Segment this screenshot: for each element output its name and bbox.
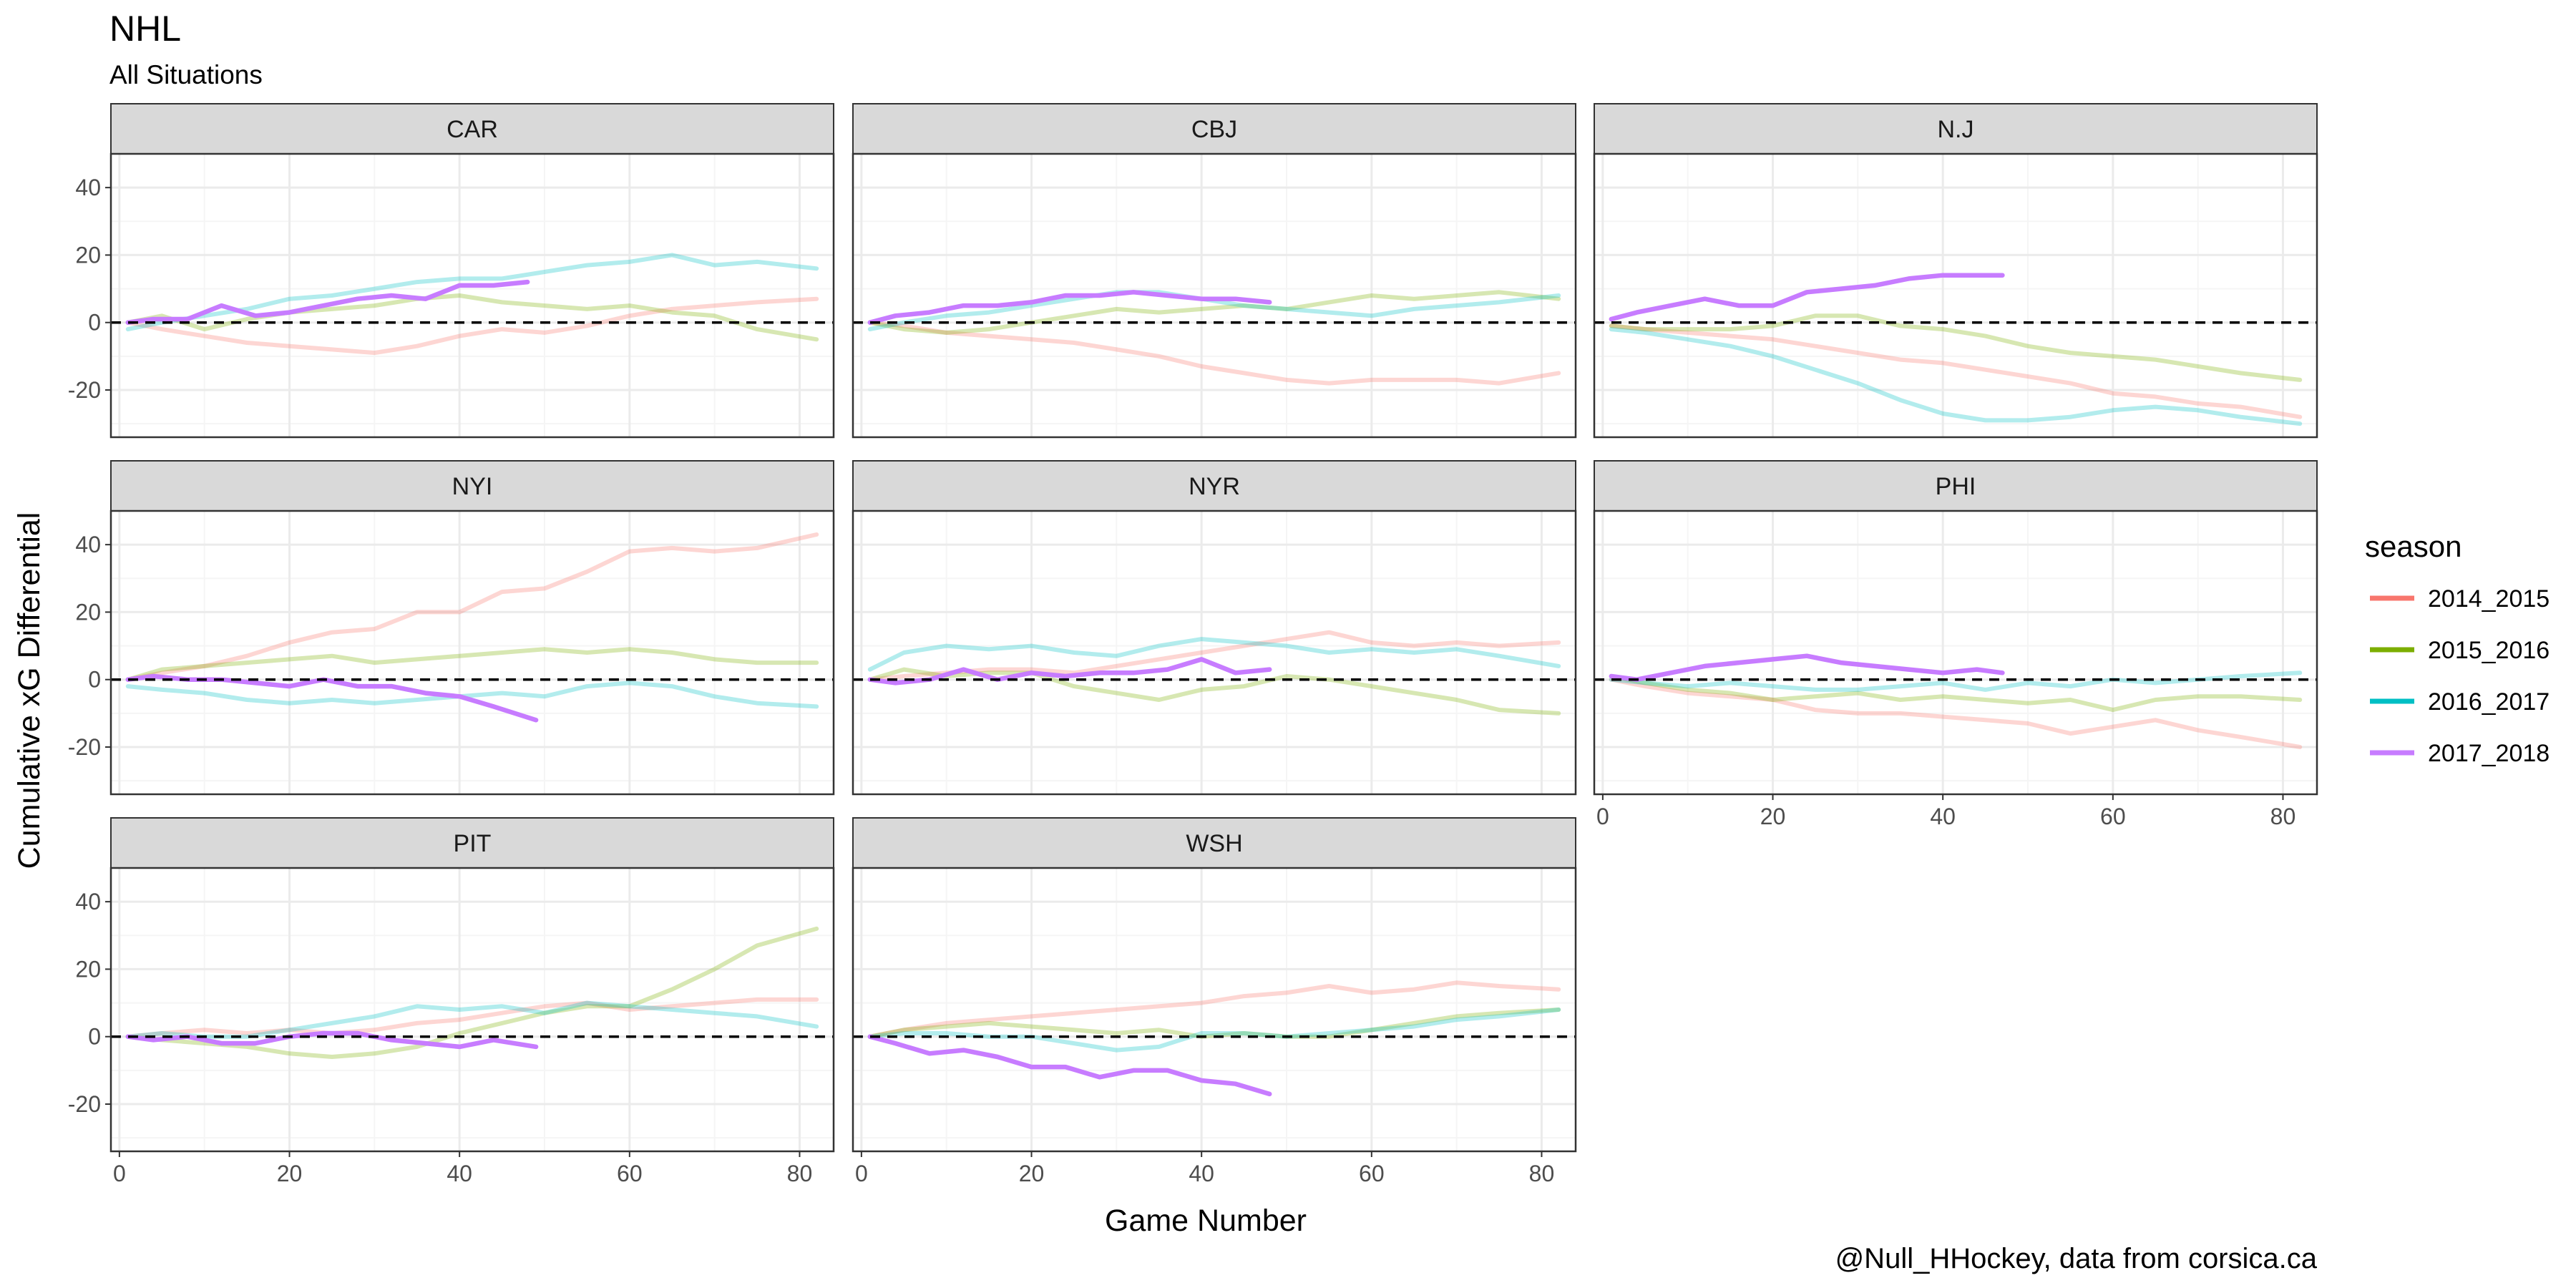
series-line-nyr-2015_2016 xyxy=(867,667,1561,716)
legend: season 2014_2015 2015_2016 2016_2017 2017_2… xyxy=(2365,530,2550,767)
series-line-nyi-2015_2016 xyxy=(125,647,819,682)
series-line-car-2017_2018 xyxy=(125,279,530,325)
x-tick-label: 20 xyxy=(1019,1161,1045,1186)
y-tick-label: 20 xyxy=(75,242,101,268)
strip-nyr xyxy=(852,460,1576,512)
strip-label-nyr: NYR xyxy=(1189,473,1240,500)
panel-border-phi xyxy=(1593,509,2318,796)
strip-label-nyi: NYI xyxy=(452,473,493,500)
x-tick-label: 20 xyxy=(277,1161,303,1186)
x-tick-label: 0 xyxy=(855,1161,868,1186)
chart-subtitle: All Situations xyxy=(109,60,263,89)
panel-phi: PHI xyxy=(1593,460,2318,796)
strip-label-wsh: WSH xyxy=(1186,830,1242,857)
x-axis-title: Game Number xyxy=(1105,1204,1307,1238)
series-line-phi-2014_2015 xyxy=(1609,677,2303,749)
series-line-wsh-2017_2018 xyxy=(867,1034,1272,1097)
panel-border-cbj xyxy=(852,152,1577,439)
series-line-nyr-2016_2017 xyxy=(867,637,1561,672)
panel-nyr: NYR xyxy=(852,460,1577,796)
caption: @Null_HHockey, data from corsica.ca xyxy=(1835,1243,2318,1274)
panel-nj: N.J xyxy=(1593,103,2318,439)
x-tick-label: 20 xyxy=(1760,804,1786,829)
series-line-phi-2015_2016 xyxy=(1609,674,2303,713)
y-tick-label: -20 xyxy=(68,734,101,760)
strip-wsh xyxy=(852,817,1576,869)
series-line-wsh-2014_2015 xyxy=(867,980,1561,1039)
x-tick-label: 40 xyxy=(1930,804,1956,829)
legend-label-2016_2017: 2016_2017 xyxy=(2428,688,2550,716)
series-line-car-2016_2017 xyxy=(125,253,819,332)
strip-label-pit: PIT xyxy=(454,830,492,857)
series-line-nyi-2016_2017 xyxy=(125,680,819,709)
y-tick-label: 40 xyxy=(75,532,101,557)
panel-nyi: NYI xyxy=(109,460,835,796)
y-tick-label: 0 xyxy=(88,1024,101,1050)
panel-border-pit xyxy=(109,867,835,1153)
legend-title: season xyxy=(2365,530,2462,563)
strip-label-phi: PHI xyxy=(1936,473,1976,500)
strip-car xyxy=(110,103,834,155)
y-axis-title: Cumulative xG Differential xyxy=(12,512,47,869)
y-tick-label: -20 xyxy=(68,1091,101,1117)
y-tick-label: 0 xyxy=(88,310,101,336)
strip-pit xyxy=(110,817,834,869)
panel-wsh: WSH xyxy=(852,817,1577,1153)
x-tick-label: 60 xyxy=(617,1161,643,1186)
series-line-nj-2017_2018 xyxy=(1609,273,2005,322)
series-line-pit-2014_2015 xyxy=(125,997,819,1039)
x-tick-label: 80 xyxy=(787,1161,813,1186)
y-tick-label: 40 xyxy=(75,175,101,200)
series-line-nj-2016_2017 xyxy=(1609,327,2303,426)
series-line-cbj-2017_2018 xyxy=(867,290,1272,325)
panel-car: CAR xyxy=(109,103,835,439)
y-tick-label: 40 xyxy=(75,889,101,914)
y-tick-label: -20 xyxy=(68,377,101,403)
panel-border-nyi xyxy=(109,509,835,796)
strip-nyi xyxy=(110,460,834,512)
x-tick-label: 0 xyxy=(113,1161,126,1186)
y-tick-label: 0 xyxy=(88,667,101,693)
legend-label-2015_2016: 2015_2016 xyxy=(2428,637,2550,664)
shared-axes: -20 0 20 40 -20 0 20 40 0 20 40 60 80 -20 0 20 40 0 20 40 60… xyxy=(68,175,2296,1186)
series-line-phi-2016_2017 xyxy=(1609,670,2303,692)
series-line-nj-2014_2015 xyxy=(1609,323,2303,419)
legend-label-2017_2018: 2017_2018 xyxy=(2428,740,2550,767)
strip-label-car: CAR xyxy=(447,116,498,143)
series-line-nj-2015_2016 xyxy=(1609,313,2303,382)
x-tick-label: 80 xyxy=(2270,804,2296,829)
strip-label-nj: N.J xyxy=(1938,116,1974,143)
strip-label-cbj: CBJ xyxy=(1191,116,1237,143)
chart-title: NHL xyxy=(109,9,181,49)
panel-border-wsh xyxy=(852,867,1577,1153)
strip-cbj xyxy=(852,103,1576,155)
series-line-cbj-2015_2016 xyxy=(867,290,1561,335)
facet-panels: CAR CBJ N.J NYI NYR PHI PIT WSH xyxy=(109,103,2318,1153)
x-tick-label: 60 xyxy=(1359,1161,1385,1186)
panel-border-nj xyxy=(1593,152,2318,439)
y-tick-label: 20 xyxy=(75,956,101,982)
series-line-nyi-2014_2015 xyxy=(125,532,819,682)
strip-nj xyxy=(1594,103,2318,155)
x-tick-label: 40 xyxy=(447,1161,472,1186)
legend-label-2014_2015: 2014_2015 xyxy=(2428,585,2550,613)
y-tick-label: 20 xyxy=(75,599,101,625)
x-tick-label: 60 xyxy=(2100,804,2126,829)
x-tick-label: 40 xyxy=(1189,1161,1214,1186)
panel-cbj: CBJ xyxy=(852,103,1577,439)
series-line-phi-2017_2018 xyxy=(1609,653,2005,682)
panel-pit: PIT xyxy=(109,817,835,1153)
panel-border-nyr xyxy=(852,509,1577,796)
series-line-cbj-2014_2015 xyxy=(867,320,1561,386)
x-tick-label: 0 xyxy=(1596,804,1609,829)
panel-border-car xyxy=(109,152,835,439)
series-line-car-2014_2015 xyxy=(125,296,819,356)
x-tick-label: 80 xyxy=(1529,1161,1555,1186)
